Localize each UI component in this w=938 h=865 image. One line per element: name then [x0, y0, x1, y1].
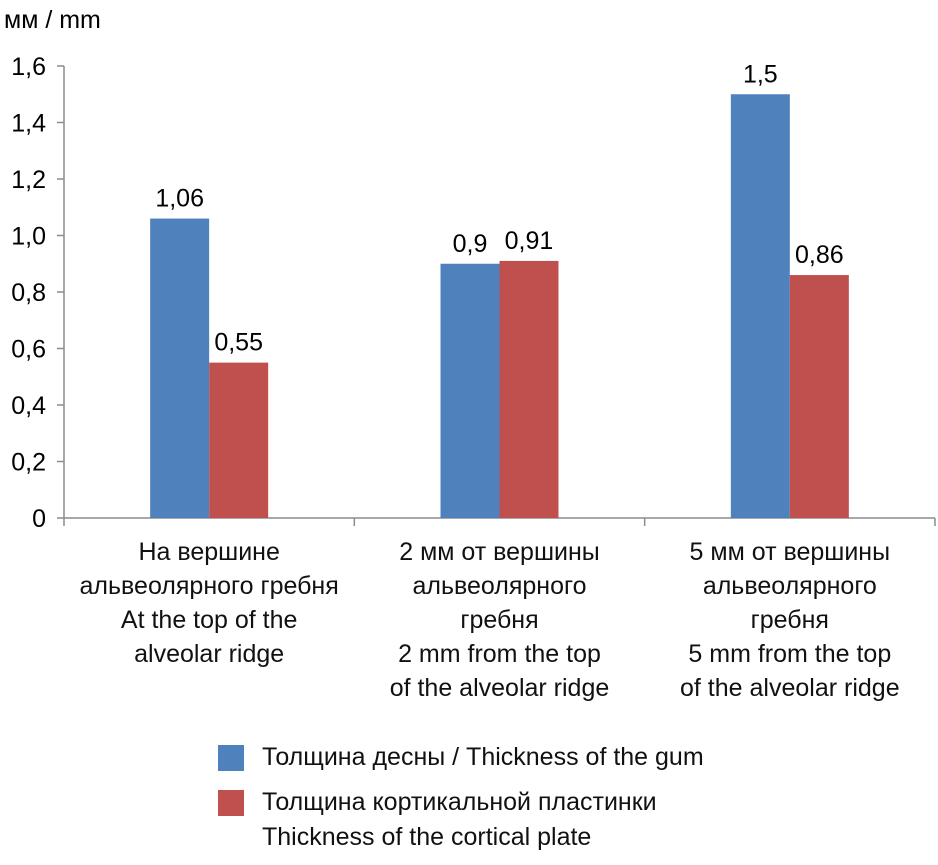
legend-label-cortical-plate: Толщина кортикальной пластинки Thickness…	[262, 788, 657, 851]
legend-swatch-cortical-plate	[218, 790, 244, 816]
bar	[150, 218, 210, 519]
legend-label-gum: Толщина десны / Thickness of the gum	[262, 743, 704, 771]
y-axis-unit-label: мм / mm	[4, 6, 101, 34]
y-tick-label: 1,2	[11, 166, 46, 194]
data-label: 0,86	[795, 241, 844, 269]
y-tick-label: 0,4	[11, 392, 46, 420]
y-tick-label: 0	[32, 505, 46, 533]
y-tick-label: 0,8	[11, 279, 46, 307]
legend-swatch-gum	[218, 745, 244, 771]
legend: Толщина десны / Thickness of the gum Тол…	[218, 740, 704, 865]
data-label: 0,91	[505, 227, 554, 255]
y-tick-label: 1,0	[11, 223, 46, 251]
x-category-label: 2 мм от вершины альвеолярного гребня 2 m…	[389, 538, 610, 702]
x-category-label: На вершине альвеолярного гребня At the t…	[79, 538, 339, 668]
y-tick-label: 0,6	[11, 336, 46, 364]
y-tick-label: 1,6	[11, 53, 46, 81]
data-label: 1,06	[155, 185, 204, 213]
y-tick-label: 1,4	[11, 110, 46, 138]
data-labels: 1,06 0,55 0,9 0,91 1,5 0,86	[155, 60, 843, 356]
data-label: 1,5	[743, 60, 778, 88]
bar	[499, 260, 559, 518]
bar	[440, 263, 500, 518]
legend-item-cortical-plate: Толщина кортикальной пластинки Thickness…	[218, 785, 704, 855]
bar	[209, 362, 269, 518]
bars	[150, 94, 849, 519]
y-tick-label: 0,2	[11, 449, 46, 477]
legend-item-gum: Толщина десны / Thickness of the gum	[218, 740, 704, 775]
bar	[730, 94, 790, 518]
data-label: 0,55	[214, 329, 263, 357]
bar	[789, 275, 849, 518]
data-label: 0,9	[453, 230, 488, 258]
x-category-label: 5 мм от вершины альвеолярного гребня 5 m…	[680, 538, 900, 702]
